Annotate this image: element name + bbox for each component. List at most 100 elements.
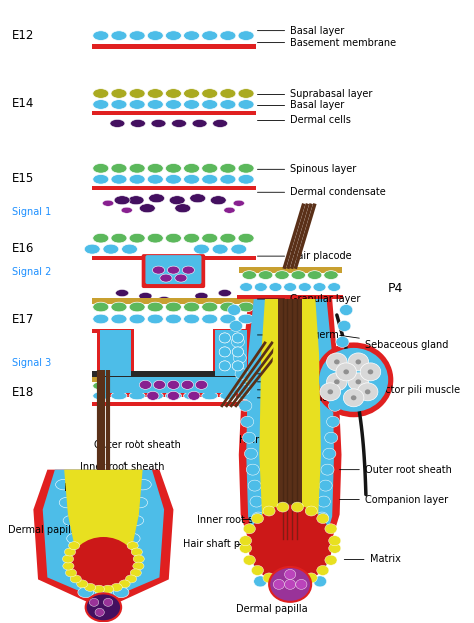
Ellipse shape [292,577,303,587]
Ellipse shape [111,583,122,591]
Ellipse shape [308,270,322,280]
Ellipse shape [254,533,267,543]
Ellipse shape [132,497,147,508]
Ellipse shape [67,533,83,544]
Ellipse shape [248,480,261,491]
Ellipse shape [313,528,327,539]
Ellipse shape [285,506,295,515]
Ellipse shape [202,31,218,40]
Ellipse shape [232,333,244,343]
Ellipse shape [114,497,129,508]
Ellipse shape [327,416,340,427]
Ellipse shape [147,302,163,312]
Ellipse shape [182,381,193,389]
Text: Granular layer: Granular layer [257,294,361,304]
Ellipse shape [167,391,180,401]
Ellipse shape [190,194,206,202]
Ellipse shape [238,163,254,173]
Ellipse shape [298,473,310,482]
Ellipse shape [104,551,119,562]
Ellipse shape [93,392,109,400]
Ellipse shape [343,369,349,374]
Ellipse shape [269,567,311,602]
Ellipse shape [147,100,163,109]
Ellipse shape [111,314,127,324]
Ellipse shape [193,244,210,254]
Ellipse shape [129,302,145,312]
Ellipse shape [263,506,275,516]
Ellipse shape [167,381,180,389]
Bar [239,267,341,273]
Ellipse shape [111,392,127,400]
Text: E15: E15 [12,172,34,185]
Ellipse shape [277,577,289,587]
Ellipse shape [165,234,182,243]
Ellipse shape [258,270,273,280]
Ellipse shape [84,583,96,591]
Ellipse shape [328,543,341,553]
Ellipse shape [183,163,200,173]
Ellipse shape [254,528,267,539]
Ellipse shape [129,100,145,109]
Ellipse shape [183,314,200,324]
Ellipse shape [64,548,76,556]
Ellipse shape [338,320,351,331]
Ellipse shape [220,31,236,40]
Ellipse shape [368,369,373,374]
Ellipse shape [238,174,254,184]
Polygon shape [239,299,341,594]
Ellipse shape [231,244,247,254]
Ellipse shape [111,174,127,184]
Ellipse shape [154,381,165,389]
Text: Spinous layer: Spinous layer [257,385,356,395]
Ellipse shape [202,382,218,390]
Ellipse shape [277,551,289,558]
Ellipse shape [111,88,127,98]
Ellipse shape [212,244,228,254]
Ellipse shape [87,551,102,562]
Ellipse shape [291,583,301,591]
Ellipse shape [305,573,317,583]
Ellipse shape [129,163,145,173]
Ellipse shape [348,353,369,371]
Ellipse shape [323,448,336,459]
Ellipse shape [103,598,113,606]
Ellipse shape [127,541,138,549]
Ellipse shape [183,100,200,109]
Text: Signal 2: Signal 2 [12,267,51,277]
Ellipse shape [219,361,230,371]
Ellipse shape [305,519,317,528]
Ellipse shape [129,31,145,40]
Ellipse shape [328,389,333,394]
Bar [92,329,101,333]
Ellipse shape [245,448,257,459]
Ellipse shape [202,302,218,312]
Ellipse shape [104,539,118,548]
Ellipse shape [119,580,130,588]
Ellipse shape [291,561,302,569]
Ellipse shape [291,270,306,280]
Ellipse shape [213,120,228,128]
Ellipse shape [291,528,305,536]
Ellipse shape [267,440,278,449]
Ellipse shape [220,163,236,173]
Ellipse shape [296,518,306,525]
Text: Basal layer: Basal layer [257,393,345,403]
Bar [92,44,255,49]
Ellipse shape [147,88,163,98]
Ellipse shape [220,174,236,184]
Ellipse shape [284,473,296,482]
Ellipse shape [172,120,186,128]
Ellipse shape [275,270,289,280]
Ellipse shape [123,533,140,544]
Ellipse shape [129,314,145,324]
Ellipse shape [147,314,163,324]
Text: Dermal papilla: Dermal papilla [8,525,80,535]
Ellipse shape [63,515,82,526]
Ellipse shape [88,578,102,587]
Ellipse shape [296,579,307,589]
Text: Dermal cells: Dermal cells [257,115,351,125]
Ellipse shape [69,541,80,549]
Ellipse shape [126,575,137,583]
Ellipse shape [97,565,109,574]
